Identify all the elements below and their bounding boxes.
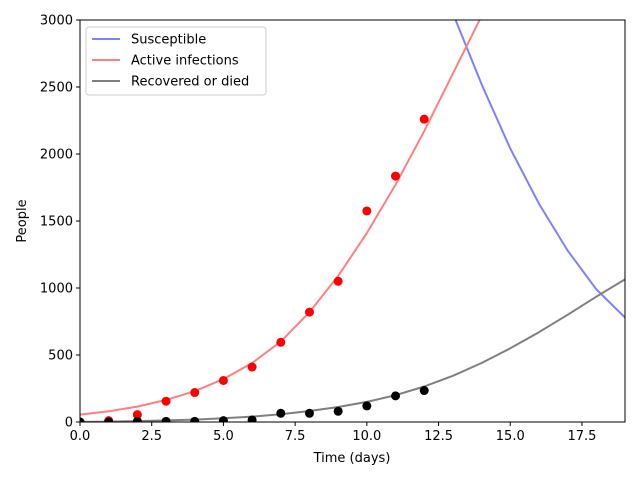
data-point-recovered <box>419 386 429 396</box>
series-line-recovered-or-died <box>80 278 625 422</box>
y-tick-label: 3000 <box>40 14 73 29</box>
y-tick-label: 0 <box>65 416 73 431</box>
data-point-active-infections <box>362 206 372 216</box>
data-point-active-infections <box>132 410 142 420</box>
x-tick-label: 12.5 <box>424 429 453 444</box>
legend-label: Active infections <box>131 54 239 69</box>
y-tick-label: 500 <box>48 349 73 364</box>
data-point-recovered <box>391 391 401 401</box>
data-point-recovered <box>333 406 343 416</box>
data-point-recovered <box>80 417 85 422</box>
data-point-active-infections <box>218 375 228 385</box>
data-point-active-infections <box>161 396 171 406</box>
data-point-recovered <box>247 415 257 422</box>
x-tick-label: 2.5 <box>141 429 162 444</box>
x-tick-label: 10.0 <box>352 429 381 444</box>
data-point-active-infections <box>276 337 286 347</box>
data-point-active-infections <box>333 276 343 286</box>
y-tick-label: 1000 <box>40 282 73 297</box>
data-point-active-infections <box>190 388 200 398</box>
legend-label: Susceptible <box>131 33 206 48</box>
data-point-active-infections <box>304 307 314 317</box>
series-line-susceptible <box>454 20 625 319</box>
x-tick-label: 17.5 <box>567 429 596 444</box>
y-axis-ticks: 0 500 1000 1500 2000 2500 3000 <box>40 14 80 431</box>
data-point-recovered <box>104 417 114 422</box>
x-axis-label: Time (days) <box>313 451 391 466</box>
series-line-active-infections <box>80 20 481 416</box>
data-point-active-infections <box>419 114 429 124</box>
x-tick-label: 7.5 <box>285 429 306 444</box>
x-tick-label: 5.0 <box>213 429 234 444</box>
legend: Susceptible Active infections Recovered or… <box>85 26 267 96</box>
x-tick-label: 15.0 <box>496 429 525 444</box>
data-point-recovered <box>190 416 200 422</box>
y-axis-label: People <box>15 199 30 242</box>
x-axis-ticks: 0.0 2.5 5.0 7.5 10.0 12.5 15.0 17.5 <box>70 422 596 444</box>
series-layer <box>80 20 625 422</box>
y-tick-label: 2500 <box>40 81 73 96</box>
data-point-recovered <box>132 416 142 422</box>
data-point-active-infections <box>247 362 257 372</box>
y-tick-label: 2000 <box>40 148 73 163</box>
data-point-recovered <box>276 408 286 418</box>
data-point-recovered <box>161 416 171 422</box>
data-point-recovered <box>304 408 314 418</box>
data-point-recovered <box>362 401 372 411</box>
data-point-recovered <box>218 416 228 422</box>
y-tick-label: 1500 <box>40 215 73 230</box>
x-tick-label: 0.0 <box>70 429 91 444</box>
data-point-active-infections <box>391 171 401 181</box>
legend-label: Recovered or died <box>131 75 249 90</box>
legend-box <box>85 26 267 96</box>
